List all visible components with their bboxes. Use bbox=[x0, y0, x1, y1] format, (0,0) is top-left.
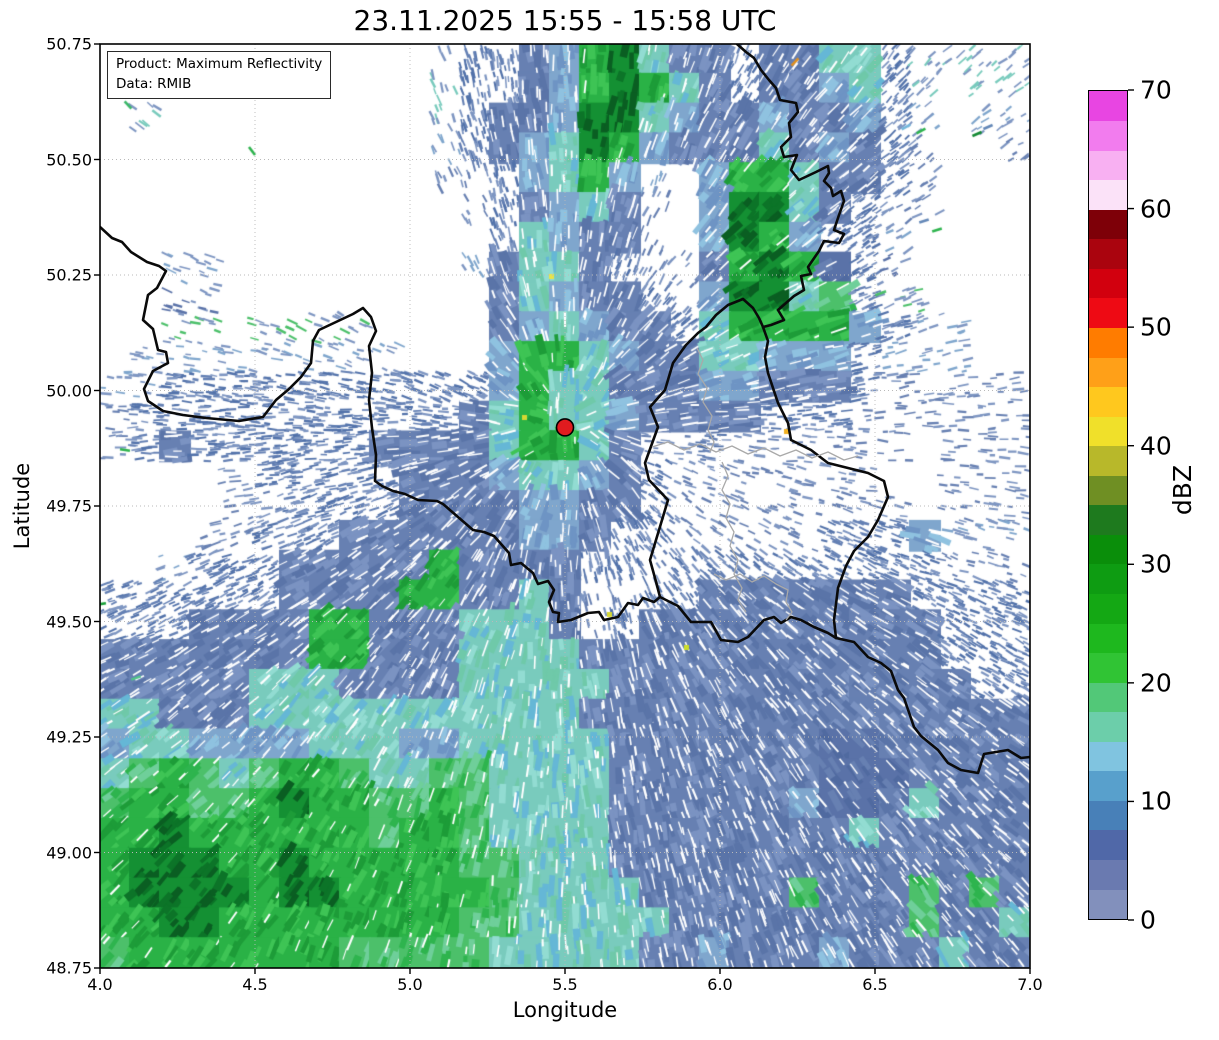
colorbar-segment bbox=[1089, 179, 1127, 210]
colorbar-segment bbox=[1089, 889, 1127, 920]
colorbar-segment bbox=[1089, 504, 1127, 535]
colorbar-tick-label: 50 bbox=[1140, 312, 1172, 342]
colorbar-segment bbox=[1089, 209, 1127, 240]
colorbar-segment bbox=[1089, 416, 1127, 447]
x-tick-label: 6.5 bbox=[862, 975, 888, 994]
y-tick-label: 50.25 bbox=[46, 265, 92, 285]
colorbar-tick-label: 10 bbox=[1140, 786, 1172, 816]
colorbar-tick-label: 20 bbox=[1140, 668, 1172, 698]
colorbar-segment bbox=[1089, 563, 1127, 594]
colorbar-segment bbox=[1089, 120, 1127, 151]
y-tick-label: 50.00 bbox=[46, 381, 92, 400]
product-label: Product: Maximum Reflectivity bbox=[116, 56, 323, 72]
colorbar-segment bbox=[1089, 859, 1127, 890]
colorbar-segment bbox=[1089, 327, 1127, 358]
radar-reflectivity-map bbox=[100, 44, 1030, 968]
y-tick-label: 49.50 bbox=[46, 612, 92, 631]
colorbar-tick-label: 60 bbox=[1140, 194, 1172, 224]
data-source-label: Data: RMIB bbox=[116, 75, 192, 92]
colorbar-segment bbox=[1089, 682, 1127, 713]
colorbar bbox=[1088, 90, 1128, 920]
colorbar-segment bbox=[1089, 268, 1127, 299]
colorbar-segment bbox=[1089, 593, 1127, 624]
colorbar-tick-label: 30 bbox=[1140, 549, 1172, 579]
colorbar-segment bbox=[1089, 475, 1127, 506]
colorbar-segment bbox=[1089, 652, 1127, 683]
x-tick-label: 6.0 bbox=[707, 975, 733, 994]
figure-title: 23.11.2025 15:55 - 15:58 UTC bbox=[353, 4, 777, 37]
x-tick-label: 5.5 bbox=[552, 975, 578, 994]
y-tick-label: 49.75 bbox=[46, 496, 92, 516]
colorbar-axis-label: dBZ bbox=[1168, 464, 1197, 516]
colorbar-segment bbox=[1089, 386, 1127, 417]
colorbar-segment bbox=[1089, 770, 1127, 801]
colorbar-segment bbox=[1089, 741, 1127, 772]
y-tick-label: 48.75 bbox=[46, 958, 92, 978]
colorbar-segment bbox=[1089, 829, 1127, 860]
colorbar-segment bbox=[1089, 91, 1127, 122]
y-axis-label: Latitude bbox=[10, 462, 34, 550]
y-tick-label: 50.75 bbox=[46, 34, 92, 54]
x-tick-label: 7.0 bbox=[1017, 975, 1043, 994]
x-tick-label: 5.0 bbox=[397, 975, 423, 994]
colorbar-tick-label: 70 bbox=[1140, 75, 1172, 105]
x-axis-label: Longitude bbox=[512, 998, 618, 1022]
colorbar-segment bbox=[1089, 800, 1127, 831]
colorbar-tick-label: 0 bbox=[1140, 905, 1156, 935]
y-tick-label: 49.00 bbox=[46, 843, 92, 862]
colorbar-segment bbox=[1089, 534, 1127, 565]
colorbar-segment bbox=[1089, 238, 1127, 269]
colorbar-segment bbox=[1089, 357, 1127, 388]
x-tick-label: 4.0 bbox=[87, 975, 113, 994]
colorbar-segment bbox=[1089, 150, 1127, 181]
x-tick-label: 4.5 bbox=[242, 975, 268, 994]
y-tick-label: 50.50 bbox=[46, 150, 92, 169]
colorbar-segment bbox=[1089, 445, 1127, 476]
colorbar-segment bbox=[1089, 623, 1127, 654]
colorbar-segment bbox=[1089, 711, 1127, 742]
colorbar-tick-label: 40 bbox=[1140, 431, 1172, 461]
product-info-box: Product: Maximum Reflectivity Data: RMIB bbox=[107, 51, 332, 100]
y-tick-label: 49.25 bbox=[46, 727, 92, 747]
colorbar-segment bbox=[1089, 297, 1127, 328]
